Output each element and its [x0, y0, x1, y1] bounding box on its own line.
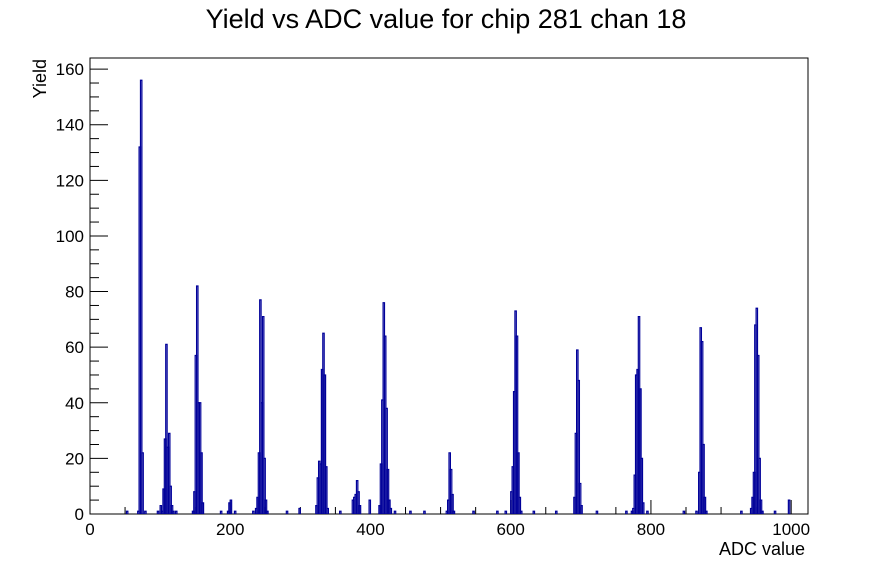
chart-title: Yield vs ADC value for chip 281 chan 18: [206, 4, 687, 34]
histogram-bin: [156, 510, 160, 514]
histogram-bin: [172, 510, 175, 514]
histogram-bin: [159, 505, 163, 514]
x-axis-label: ADC value: [719, 539, 805, 559]
histogram-bin: [700, 341, 704, 514]
histogram-bin: [200, 452, 203, 514]
histogram-bin: [409, 510, 412, 514]
histogram-bin: [682, 510, 686, 514]
histogram-bin: [393, 510, 397, 514]
y-tick-label: 20: [65, 449, 84, 468]
histogram-bin: [705, 510, 708, 514]
histogram-bin: [229, 499, 233, 514]
histogram-bin: [740, 510, 743, 514]
histogram-bin: [695, 510, 698, 514]
histogram-bin: [323, 374, 327, 514]
histogram-bin: [388, 499, 391, 514]
histogram-bin: [298, 507, 301, 514]
histogram-bin: [357, 491, 360, 514]
x-tick-label: 800: [637, 520, 665, 539]
histogram-bin: [625, 510, 628, 514]
y-tick-label: 100: [56, 227, 84, 246]
histogram-bin: [141, 452, 144, 514]
histogram-bin: [386, 468, 390, 514]
histogram-bin: [515, 335, 519, 514]
histogram-bin: [702, 443, 705, 514]
y-tick-label: 120: [56, 171, 84, 190]
y-tick-label: 40: [65, 394, 84, 413]
histogram-bin: [532, 510, 536, 514]
histogram-bin: [389, 507, 393, 514]
histogram-bin: [451, 493, 454, 514]
histogram-bin: [452, 510, 456, 514]
histogram-bin: [385, 407, 388, 514]
histogram-bin: [472, 510, 475, 514]
histogram-bin: [641, 502, 645, 514]
histogram-bin: [756, 354, 760, 514]
histogram-bin: [252, 510, 255, 514]
y-tick-label: 0: [75, 505, 84, 524]
histogram-bin: [195, 285, 199, 514]
histogram-bin: [264, 499, 268, 514]
histogram-bin: [167, 432, 171, 514]
histogram-bin: [517, 452, 520, 514]
histogram-bin: [449, 468, 453, 514]
histogram-bin: [773, 510, 777, 514]
histogram-bin: [519, 510, 523, 514]
histogram-bin: [787, 499, 791, 514]
histogram-bin: [578, 482, 582, 514]
histogram-bin: [758, 457, 761, 514]
histogram-bin: [285, 510, 289, 514]
y-tick-label: 80: [65, 283, 84, 302]
x-tick-label: 600: [497, 520, 525, 539]
histogram-bin: [219, 510, 223, 514]
histogram-bin: [263, 457, 266, 514]
histogram-bin: [368, 499, 372, 514]
y-tick-label: 160: [56, 60, 84, 79]
plot-area: 0 20 40 60 80 100 120 140 160 0 200 400 600 800 1000: [56, 57, 810, 539]
histogram-bin: [518, 496, 522, 514]
histogram-bin: [580, 505, 583, 514]
histogram-bin: [504, 510, 508, 514]
histogram-bin: [326, 507, 329, 514]
y-axis-label: Yield: [30, 59, 50, 98]
histogram-bin: [759, 499, 763, 514]
histogram-bin: [339, 510, 342, 514]
x-tick-label: 200: [216, 520, 244, 539]
y-tick-label: 60: [65, 338, 84, 357]
histogram-bin: [169, 485, 172, 514]
histogram-bin: [595, 510, 599, 514]
histogram-bin: [646, 510, 649, 514]
histogram-bin: [139, 79, 143, 514]
histogram-bin: [358, 505, 362, 514]
histogram-bin: [144, 510, 147, 514]
histogram-bin: [233, 510, 237, 514]
histogram-bin: [639, 388, 642, 514]
x-tick-label: 0: [85, 520, 94, 539]
histogram-bin: [165, 343, 168, 514]
histogram-bin: [170, 505, 174, 514]
histogram-bin: [761, 510, 764, 514]
x-tick-label: 1000: [772, 520, 810, 539]
histogram-bin: [324, 466, 328, 514]
histogram-bin: [577, 379, 581, 514]
histogram-bin: [423, 510, 426, 514]
x-tick-label: 400: [356, 520, 384, 539]
histogram-bin: [496, 510, 499, 514]
histogram-bin: [125, 510, 129, 514]
histogram-bin: [266, 510, 269, 514]
histogram-bin: [201, 502, 205, 514]
histogram-bin: [703, 496, 707, 514]
histogram-bin: [640, 457, 644, 514]
y-tick-label: 140: [56, 116, 84, 135]
histogram-bin: [261, 315, 265, 514]
histogram-bin: [554, 510, 558, 514]
histogram-bin: [174, 510, 178, 514]
